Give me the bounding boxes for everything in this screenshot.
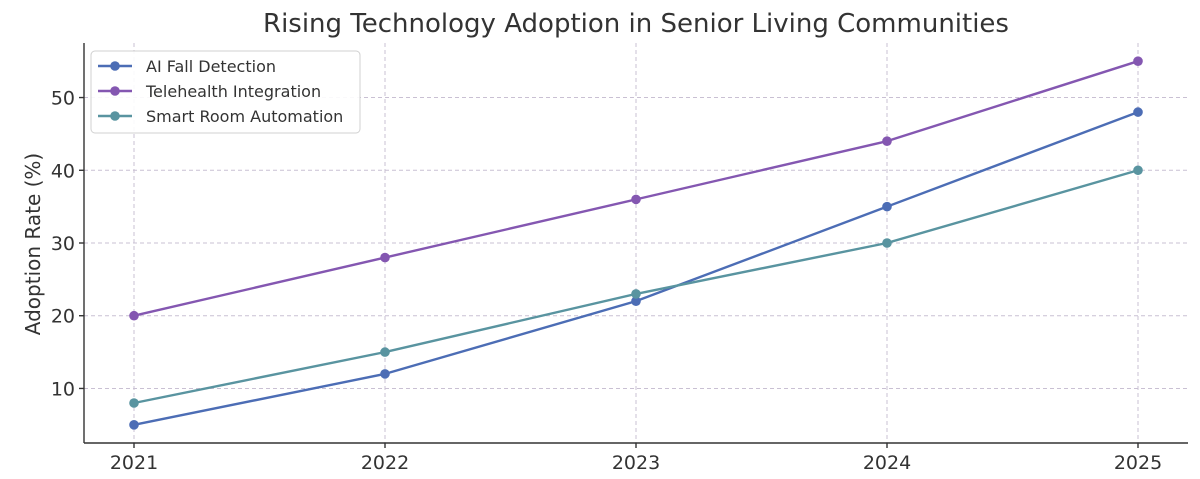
x-tick-label: 2024 (863, 452, 911, 474)
y-tick-label: 20 (51, 306, 75, 328)
data-point (129, 420, 139, 430)
legend-item: Telehealth Integration (98, 82, 321, 101)
chart-title: Rising Technology Adoption in Senior Liv… (263, 9, 1009, 39)
tick-labels: 2021 2022 2023 2024 2025 10 20 30 40 50 (51, 88, 1162, 474)
legend-item: Smart Room Automation (98, 107, 343, 126)
legend-label: AI Fall Detection (146, 57, 276, 76)
data-point (882, 136, 892, 146)
y-axis-label: Adoption Rate (%) (21, 153, 45, 335)
data-point (380, 347, 390, 357)
legend-box (90, 50, 361, 134)
data-point (1133, 56, 1143, 66)
legend-item: AI Fall Detection (98, 57, 276, 76)
data-point (380, 252, 390, 263)
x-tick-label: 2025 (1114, 452, 1162, 474)
data-point (1133, 107, 1143, 117)
data-point (631, 194, 641, 205)
series-telehealth-integration (129, 56, 1143, 321)
data-point (129, 310, 139, 321)
legend-marker (110, 86, 120, 96)
y-tick-label: 30 (51, 233, 75, 255)
legend-marker (110, 61, 120, 71)
x-tick-label: 2022 (361, 452, 409, 474)
data-point (129, 398, 139, 408)
legend: AI Fall Detection Telehealth Integration S… (90, 50, 361, 134)
x-tick-label: 2021 (110, 452, 158, 474)
legend-label: Telehealth Integration (145, 82, 321, 101)
axes (79, 43, 1188, 448)
y-tick-label: 50 (51, 88, 75, 110)
data-point (631, 296, 641, 306)
data-point (380, 369, 390, 379)
data-point (882, 201, 892, 212)
data-point (882, 238, 892, 248)
y-tick-label: 40 (51, 160, 75, 182)
legend-label: Smart Room Automation (146, 107, 343, 126)
series-smart-room-automation (129, 165, 1143, 408)
data-point (1133, 165, 1143, 176)
data-point (631, 289, 641, 299)
series-lines (129, 56, 1143, 430)
legend-marker (110, 111, 120, 121)
y-tick-label: 10 (51, 378, 75, 400)
series-ai-fall-detection (129, 107, 1143, 430)
x-tick-label: 2023 (612, 452, 660, 474)
